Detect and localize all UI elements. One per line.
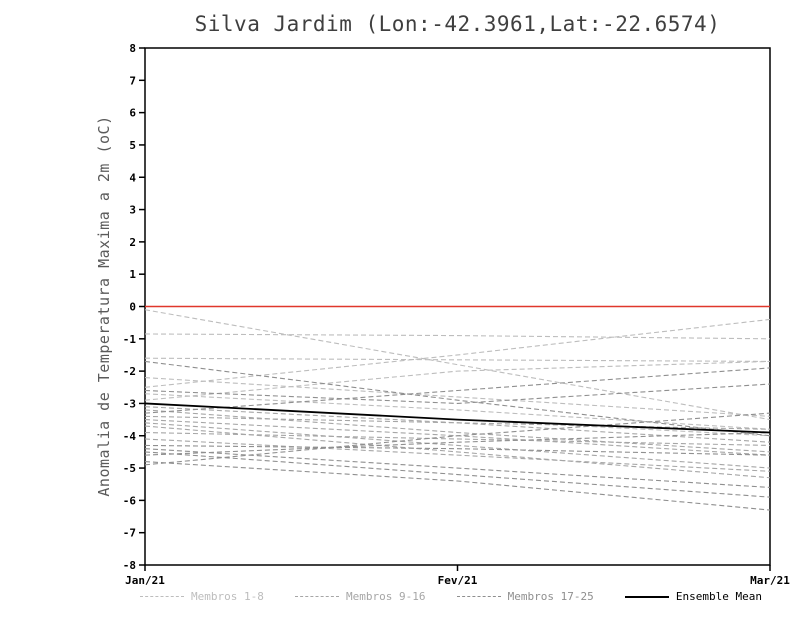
svg-text:5: 5 [129,139,136,152]
legend-label: Membros 9-16 [346,590,426,603]
dashed-line-swatch [456,596,501,597]
svg-text:Jan/21: Jan/21 [125,574,165,587]
svg-text:-6: -6 [123,494,137,507]
legend-label: Membros 17-25 [507,590,594,603]
svg-text:0: 0 [129,301,136,314]
svg-text:4: 4 [129,171,136,184]
svg-text:-4: -4 [123,430,137,443]
svg-text:-1: -1 [123,333,137,346]
svg-text:6: 6 [129,107,136,120]
svg-text:-3: -3 [123,397,136,410]
chart-title: Silva Jardim (Lon:-42.3961,Lat:-22.6574) [194,12,721,36]
svg-text:-5: -5 [123,462,136,475]
legend-item-ensemble-mean: Ensemble Mean [624,590,762,603]
solid-line-swatch [624,595,669,598]
svg-text:2: 2 [129,236,136,249]
legend-label: Membros 1-8 [191,590,264,603]
svg-text:8: 8 [129,42,136,55]
svg-text:-8: -8 [123,559,136,572]
legend-item-membros-1-8: Membros 1-8 [140,590,264,603]
svg-text:Fev/21: Fev/21 [438,574,478,587]
svg-text:1: 1 [129,268,136,281]
legend-label: Ensemble Mean [675,590,762,603]
legend-item-membros-17-25: Membros 17-25 [456,590,594,603]
svg-text:7: 7 [129,74,136,87]
svg-text:-2: -2 [123,365,136,378]
legend-item-membros-9-16: Membros 9-16 [295,590,426,603]
svg-text:-7: -7 [123,527,136,540]
svg-text:3: 3 [129,204,136,217]
legend: Membros 1-8 Membros 9-16 Membros 17-25 E… [140,590,762,603]
svg-text:Mar/21: Mar/21 [750,574,790,587]
dashed-line-swatch [295,596,340,597]
dashed-line-swatch [140,596,184,597]
